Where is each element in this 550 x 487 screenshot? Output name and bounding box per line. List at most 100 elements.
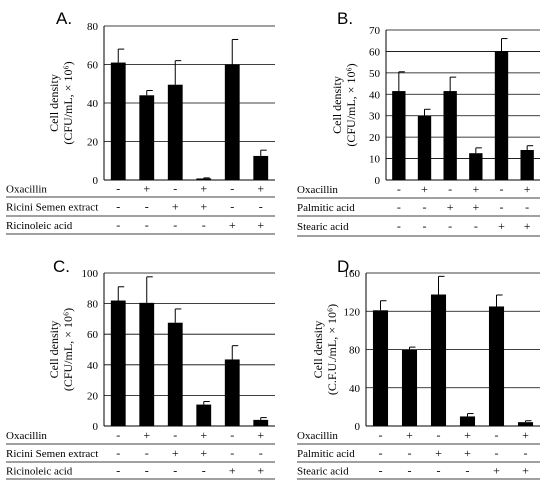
y-tick-label: 120: [344, 306, 361, 318]
panel-letter: C.: [53, 257, 70, 276]
y-tick-label: 160: [344, 268, 361, 280]
condition-sign: -: [259, 446, 263, 460]
y-tick-label: 20: [369, 132, 381, 144]
condition-sign: +: [498, 219, 505, 233]
condition-sign: +: [447, 200, 454, 214]
bar: [196, 404, 212, 426]
y-axis-label: Cell density: [330, 76, 344, 134]
y-tick-label: 40: [349, 383, 361, 395]
condition-row-label: Ricini Semen extract: [6, 202, 98, 214]
y-tick-label: 30: [369, 111, 381, 123]
y-tick-label: 60: [369, 46, 381, 58]
condition-sign: +: [524, 219, 531, 233]
condition-sign: +: [200, 446, 207, 460]
y-tick-label: 80: [349, 345, 361, 357]
y-axis-label: (CFU/mL, × 10⁶): [344, 63, 358, 146]
y-tick-label: 60: [87, 329, 99, 341]
condition-sign: -: [116, 446, 120, 460]
bar: [430, 294, 447, 426]
condition-sign: -: [524, 446, 528, 460]
condition-sign: +: [229, 464, 236, 478]
bar: [469, 153, 483, 180]
y-tick-label: 20: [87, 390, 99, 402]
condition-sign: -: [474, 219, 478, 233]
condition-sign: +: [472, 200, 479, 214]
panel-letter: A.: [56, 9, 72, 28]
y-tick-label: 40: [87, 98, 99, 110]
y-tick-label: 70: [369, 25, 381, 37]
condition-sign: -: [397, 219, 401, 233]
condition-sign: -: [202, 464, 206, 478]
condition-row-label: Palmitic acid: [297, 448, 355, 460]
condition-sign: +: [464, 446, 471, 460]
condition-sign: +: [464, 428, 471, 442]
chart-panel: 0 20 40 60 80 100 C. Cell density (CFU/mL, × 10⁶…: [6, 257, 275, 480]
condition-row-label: Oxacillin: [297, 184, 338, 196]
bar: [517, 422, 534, 426]
bar: [488, 306, 505, 426]
bar: [459, 416, 476, 426]
condition-sign: -: [500, 200, 504, 214]
condition-sign: -: [500, 182, 504, 196]
condition-sign: -: [525, 200, 529, 214]
condition-row-label: Oxacillin: [6, 184, 47, 196]
bar: [224, 359, 240, 426]
condition-sign: +: [143, 182, 150, 196]
condition-sign: -: [259, 200, 263, 214]
condition-sign: -: [379, 464, 383, 478]
condition-sign: +: [524, 182, 531, 196]
condition-sign: -: [379, 446, 383, 460]
condition-row-label: Stearic acid: [297, 221, 349, 233]
y-tick-label: 20: [87, 137, 99, 149]
bar: [110, 62, 126, 181]
condition-sign: -: [230, 200, 234, 214]
condition-sign: +: [172, 446, 179, 460]
bar: [401, 349, 418, 426]
bar: [167, 84, 183, 180]
bar: [253, 155, 269, 180]
y-axis-label: Cell density: [47, 74, 61, 132]
condition-sign: -: [423, 200, 427, 214]
bar: [253, 419, 269, 426]
condition-sign: -: [230, 446, 234, 460]
condition-sign: +: [229, 218, 236, 232]
condition-sign: +: [172, 200, 179, 214]
condition-sign: +: [200, 200, 207, 214]
condition-sign: -: [173, 464, 177, 478]
condition-sign: -: [495, 428, 499, 442]
y-tick-label: 50: [369, 68, 381, 80]
condition-sign: -: [202, 218, 206, 232]
condition-sign: -: [145, 464, 149, 478]
condition-sign: -: [448, 182, 452, 196]
condition-sign: -: [230, 182, 234, 196]
condition-row-label: Ricini Semen extract: [6, 448, 98, 460]
condition-sign: -: [397, 200, 401, 214]
condition-sign: -: [495, 446, 499, 460]
bar: [196, 178, 212, 180]
bar: [392, 91, 406, 180]
condition-sign: +: [435, 446, 442, 460]
y-tick-label: 100: [82, 268, 99, 280]
condition-row-label: Ricinoleic acid: [6, 220, 73, 232]
y-axis-label: (CFU/mL, × 10⁶): [61, 308, 75, 391]
bar: [443, 91, 457, 180]
condition-sign: -: [379, 428, 383, 442]
y-axis-label: Cell density: [47, 321, 61, 379]
bar: [520, 150, 534, 180]
bar: [372, 310, 389, 426]
condition-sign: -: [116, 182, 120, 196]
y-tick-label: 0: [375, 175, 381, 187]
condition-sign: -: [116, 218, 120, 232]
y-tick-label: 80: [87, 299, 99, 311]
panel-letter: D.: [337, 257, 354, 276]
condition-sign: -: [173, 218, 177, 232]
y-tick-label: 40: [369, 89, 381, 101]
condition-sign: -: [116, 200, 120, 214]
condition-sign: -: [408, 464, 412, 478]
condition-sign: +: [257, 182, 264, 196]
condition-row-label: Oxacillin: [297, 430, 338, 442]
condition-sign: -: [145, 218, 149, 232]
y-tick-label: 0: [93, 421, 99, 433]
